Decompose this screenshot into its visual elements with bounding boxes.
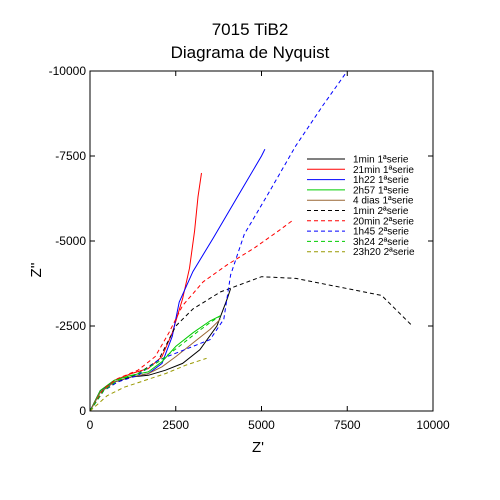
y-tick-label: -7500 [55, 149, 86, 163]
y-axis-label: Z'' [28, 262, 45, 277]
x-tick-label: 2500 [162, 418, 189, 432]
legend-label-6: 1min 2ªserie [353, 206, 409, 217]
legend-label-5: 4 dias 1ªserie [353, 196, 414, 207]
legend-label-10: 23h20 2ªserie [353, 247, 415, 258]
legend-label-4: 2h57 1ªserie [353, 185, 409, 196]
series-line-4 [90, 315, 221, 411]
y-tick-label: -10000 [49, 64, 87, 78]
legend-label-7: 20min 2ªserie [353, 216, 414, 227]
series-line-1 [90, 288, 232, 411]
series-layer [90, 71, 413, 411]
legend-label-8: 1h45 2ªserie [353, 227, 409, 238]
chart-title: 7015 TiB2 [211, 20, 289, 39]
series-line-10 [90, 357, 207, 411]
series-line-7 [90, 220, 293, 411]
legend-label-1: 1min 1ªserie [353, 155, 409, 166]
x-tick-label: 5000 [248, 418, 275, 432]
x-tick-label: 7500 [334, 418, 361, 432]
series-line-9 [90, 315, 221, 411]
series-line-5 [90, 318, 221, 411]
y-tick-label: -5000 [55, 234, 86, 248]
series-line-6 [90, 276, 413, 411]
chart-subtitle: Diagrama de Nyquist [170, 43, 330, 62]
series-line-3 [90, 148, 266, 411]
legend-label-2: 21min 1ªserie [353, 165, 414, 176]
x-tick-label: 0 [87, 418, 94, 432]
ticks-layer: 0 2500 5000 7500 10000 0 -2500 -5000 -7500 -10000 [49, 64, 450, 432]
x-tick-label: 10000 [416, 418, 450, 432]
x-axis-label: Z' [252, 439, 264, 456]
y-tick-label: 0 [79, 404, 86, 418]
legend-label-3: 1h22 1ªserie [353, 175, 409, 186]
legend-label-9: 3h24 2ªserie [353, 237, 409, 248]
y-tick-label: -2500 [55, 319, 86, 333]
series-line-8 [90, 71, 348, 411]
